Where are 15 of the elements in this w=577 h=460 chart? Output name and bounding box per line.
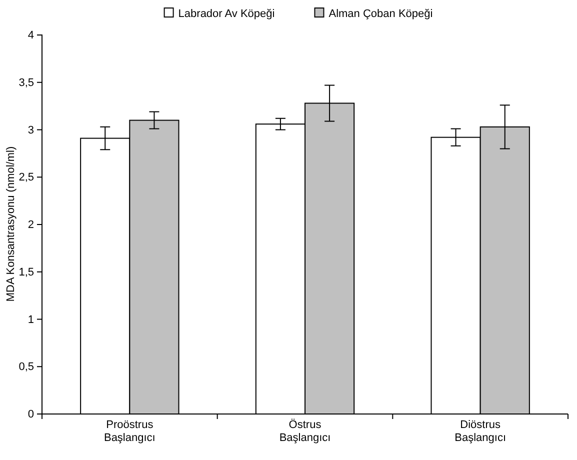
y-tick-label: 3,5 <box>18 76 34 89</box>
y-tick-label: 1,5 <box>18 266 34 278</box>
y-tick-label: 2 <box>28 219 34 232</box>
x-tick-label: Östrus Başlangıcı <box>279 418 331 444</box>
y-tick-label: 1 <box>28 314 34 326</box>
y-axis-title: MDA Konsantrasyonu (nmol/ml) <box>5 146 17 302</box>
legend-label: Labrador Av Köpeği <box>178 8 275 20</box>
y-tick-label: 2,5 <box>18 172 34 184</box>
y-tick-label: 0,5 <box>18 361 34 374</box>
legend-label: Alman Çoban Köpeği <box>328 8 433 20</box>
x-tick-label: Diöstrus Başlangıcı <box>454 419 506 444</box>
x-tick-label: Proöstrus Başlangıcı <box>104 419 156 444</box>
y-tick-label: 4 <box>28 30 34 42</box>
y-tick-label: 0 <box>28 408 34 421</box>
y-tick-label: 3 <box>28 124 34 136</box>
